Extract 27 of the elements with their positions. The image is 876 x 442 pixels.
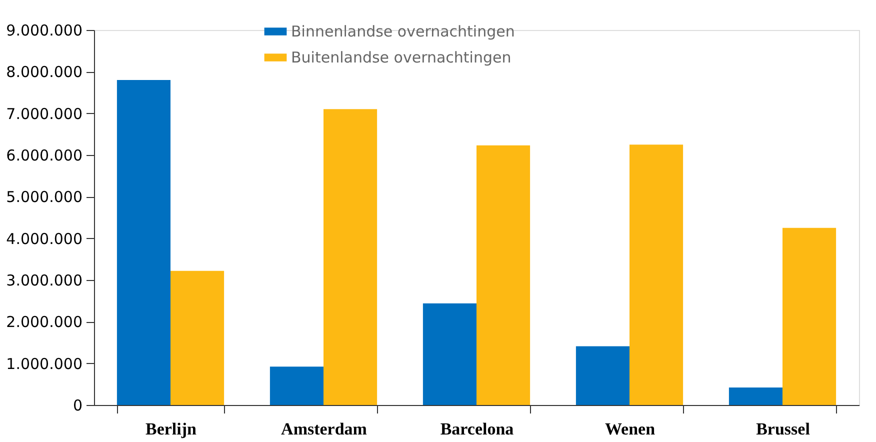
bar [782,228,836,405]
bar [170,270,224,405]
legend-label: Buitenlandse overnachtingen [291,48,512,66]
bar [728,388,782,405]
legend-label: Binnenlandse overnachtingen [291,22,515,40]
bar [270,366,324,405]
y-tick-label: 2.000.000 [6,313,82,332]
x-tick-label: Wenen [604,420,656,438]
x-tick-label: Brussel [756,420,810,438]
bar [476,145,530,405]
y-tick-label: 0 [72,396,82,414]
x-tick-label: Barcelona [440,420,514,438]
y-tick-label: 9.000.000 [6,22,82,40]
bar [324,109,378,405]
y-tick-label: 1.000.000 [6,354,82,373]
bar [630,144,684,405]
y-tick-label: 4.000.000 [6,230,82,248]
bar [116,80,170,405]
bar [422,303,476,405]
x-tick-label: Berlijn [146,420,198,438]
x-tick-label: Amsterdam [281,420,367,438]
y-tick-label: 6.000.000 [6,146,82,164]
y-tick-label: 5.000.000 [6,188,82,206]
bar [576,346,630,405]
y-tick-label: 7.000.000 [6,104,82,123]
y-tick-label: 8.000.000 [6,63,82,82]
y-tick-label: 3.000.000 [6,272,82,290]
